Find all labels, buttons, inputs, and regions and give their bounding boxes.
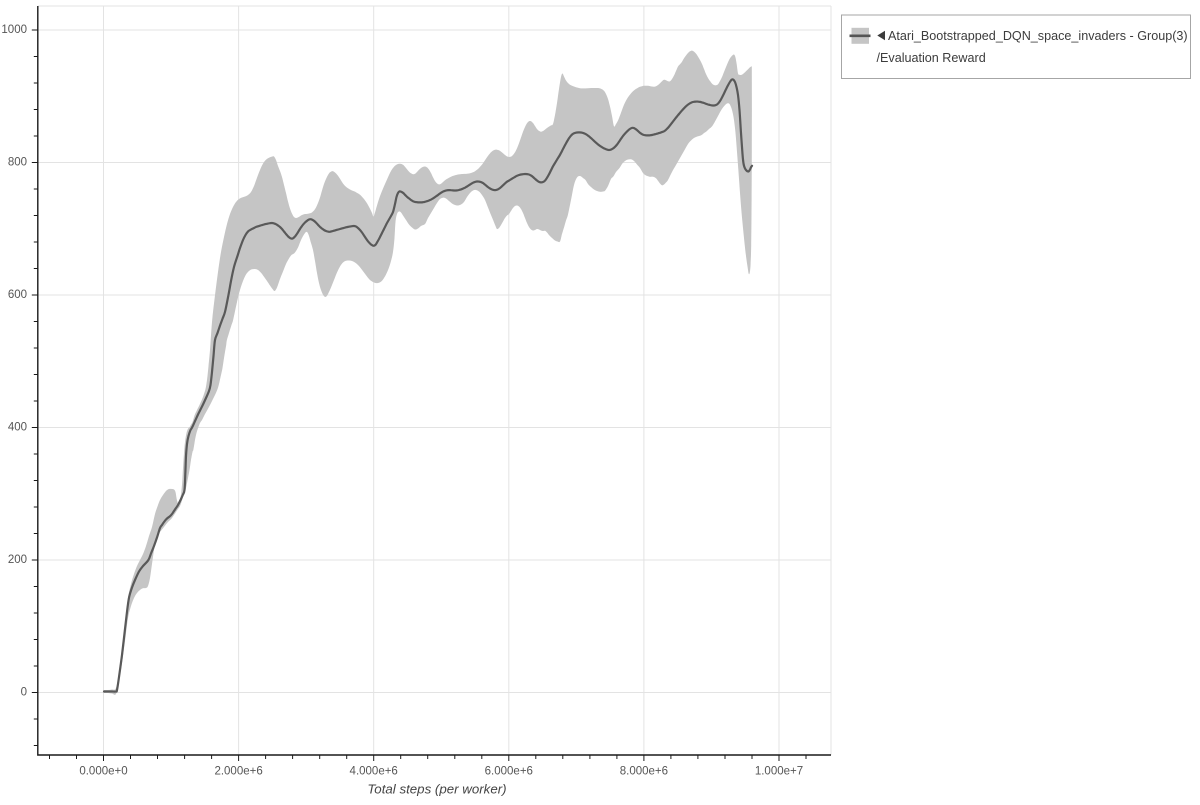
svg-text:800: 800 [8,157,27,169]
svg-text:0: 0 [21,687,27,699]
svg-text:1000: 1000 [1,24,27,36]
svg-text:Total steps (per worker): Total steps (per worker) [367,782,506,797]
svg-text:400: 400 [8,422,27,434]
svg-text:600: 600 [8,289,27,301]
svg-text:6.000e+6: 6.000e+6 [485,765,533,777]
svg-text:8.000e+6: 8.000e+6 [620,765,668,777]
svg-text:/Evaluation Reward: /Evaluation Reward [877,51,986,65]
svg-text:Atari_Bootstrapped_DQN_space_i: Atari_Bootstrapped_DQN_space_invaders - … [888,29,1188,43]
svg-text:200: 200 [8,554,27,566]
svg-text:1.000e+7: 1.000e+7 [755,765,803,777]
svg-text:2.000e+6: 2.000e+6 [214,765,262,777]
svg-text:0.000e+0: 0.000e+0 [79,765,127,777]
svg-text:4.000e+6: 4.000e+6 [350,765,398,777]
